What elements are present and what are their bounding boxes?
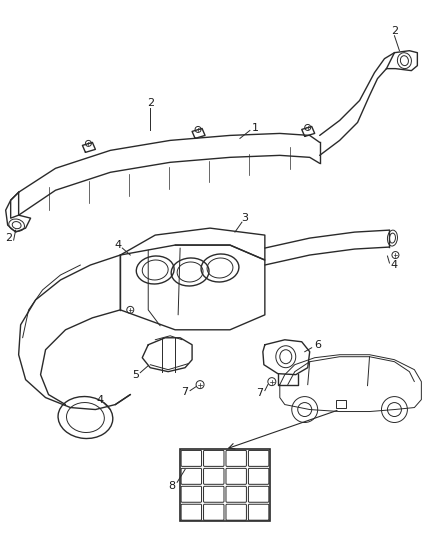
Text: 3: 3: [241, 213, 248, 223]
Text: 1: 1: [251, 124, 258, 133]
Text: 7: 7: [181, 386, 189, 397]
Text: 4: 4: [115, 240, 122, 250]
Text: 2: 2: [147, 98, 154, 108]
Text: 5: 5: [132, 370, 139, 379]
Text: 2: 2: [391, 26, 398, 36]
Text: 6: 6: [314, 340, 321, 350]
Text: 2: 2: [5, 233, 12, 243]
Text: 7: 7: [256, 387, 263, 398]
Text: 4: 4: [391, 260, 398, 270]
Text: 8: 8: [169, 481, 176, 491]
Text: 4: 4: [97, 394, 104, 405]
